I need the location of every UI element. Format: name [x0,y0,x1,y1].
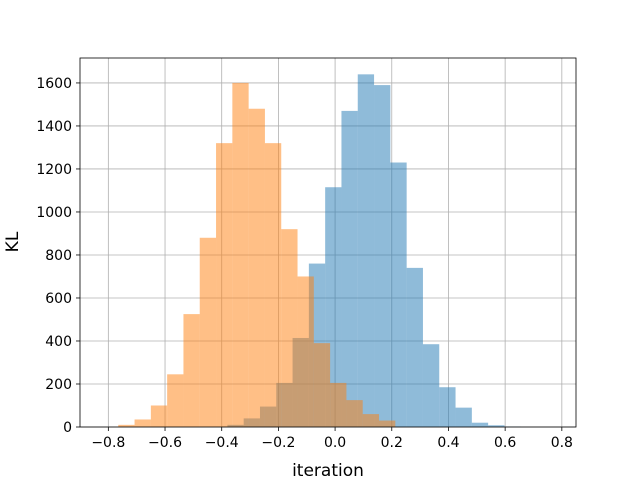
histogram-bar [379,420,396,427]
x-tick-label: 0.0 [324,435,346,451]
x-tick-label: −0.4 [205,435,239,451]
histogram-bar [346,400,363,427]
histogram-bar [264,143,282,427]
x-tick-label: −0.2 [261,435,295,451]
x-axis-label: iteration [292,461,364,480]
y-tick-label: 400 [45,334,72,350]
histogram-bar [216,143,233,427]
x-tick-label: 0.8 [551,435,573,451]
y-tick-label: 1000 [36,205,72,221]
x-tick-label: −0.8 [91,435,125,451]
x-tick-label: 0.2 [381,435,403,451]
histogram-bar [281,229,298,427]
x-tick-label: −0.6 [148,435,182,451]
histogram-bar [439,387,456,427]
histogram-bar [134,419,151,427]
histogram-bar [167,374,184,427]
histogram-bar [488,425,505,427]
histogram-bar [341,110,358,428]
histogram-bar [248,108,265,427]
histogram-bar [199,237,217,427]
histogram-bar [313,343,331,427]
histogram-bar [406,267,423,427]
y-tick-label: 0 [63,420,72,436]
histogram-bar [297,276,314,427]
y-axis-label: KL [3,231,23,252]
y-tick-label: 800 [45,248,72,264]
histogram-bar [118,424,135,427]
y-tick-label: 1600 [36,76,72,92]
y-tick-label: 1400 [36,119,72,135]
histogram-bar [374,85,391,427]
histogram-bar [471,422,489,427]
y-tick-label: 200 [45,377,72,393]
histogram-bar [362,414,380,427]
y-tick-label: 1200 [36,162,72,178]
histogram-bar [183,314,200,427]
x-tick-label: 0.6 [494,435,516,451]
x-tick-label: 0.4 [437,435,459,451]
histogram-bar [455,407,472,427]
histogram-bar [150,405,168,427]
histogram-bar [390,162,407,427]
histogram-bar [330,382,347,427]
histogram-bar [232,82,249,427]
plot-frame [79,57,577,428]
y-tick-label: 600 [45,291,72,307]
histogram-bar [422,344,440,427]
histogram-bar [357,74,375,428]
